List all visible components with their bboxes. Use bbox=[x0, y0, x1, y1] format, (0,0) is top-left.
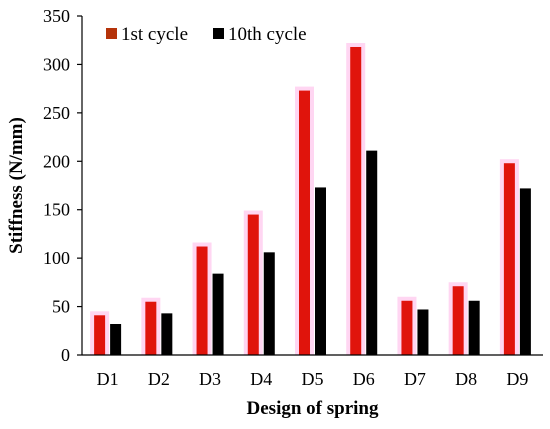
x-tick-label: D1 bbox=[97, 369, 119, 389]
y-tick-label: 150 bbox=[43, 200, 70, 220]
bar-1st-cycle-D1 bbox=[94, 315, 106, 355]
bar-10th-cycle-D1 bbox=[110, 324, 122, 355]
x-tick-label: D4 bbox=[250, 369, 272, 389]
legend-swatch-1st-cycle bbox=[106, 28, 117, 39]
y-tick-label: 100 bbox=[43, 248, 70, 268]
legend-label-10th-cycle: 10th cycle bbox=[228, 24, 307, 45]
x-axis-title: Design of spring bbox=[247, 398, 379, 419]
x-ticks: D1 D2 D3 D4 D5 D6 D7 D8 D9 bbox=[97, 369, 529, 389]
x-tick-label: D7 bbox=[404, 369, 426, 389]
y-tick-label: 350 bbox=[43, 6, 70, 26]
y-tick-label: 300 bbox=[43, 54, 70, 74]
bar-10th-cycle-D9 bbox=[519, 188, 531, 355]
x-tick-label: D2 bbox=[148, 369, 170, 389]
bar-1st-cycle-D3 bbox=[196, 246, 208, 355]
x-tick-label: D8 bbox=[455, 369, 477, 389]
bar-10th-cycle-D3 bbox=[212, 273, 224, 355]
y-ticks: 0 50 100 150 200 250 300 350 bbox=[43, 6, 82, 365]
bar-10th-cycle-D6 bbox=[366, 150, 378, 355]
bar-1st-cycle-D2 bbox=[145, 301, 157, 355]
y-axis-title: Stiffness (N/mm) bbox=[6, 117, 27, 254]
bar-10th-cycle-D8 bbox=[468, 300, 480, 355]
y-tick-label: 0 bbox=[61, 345, 70, 365]
y-tick-label: 250 bbox=[43, 103, 70, 123]
bar-10th-cycle-D5 bbox=[315, 187, 326, 355]
legend: 1st cycle 10th cycle bbox=[106, 24, 307, 45]
bar-1st-cycle-D4 bbox=[247, 214, 259, 355]
y-tick-label: 200 bbox=[43, 151, 70, 171]
legend-label-1st-cycle: 1st cycle bbox=[121, 24, 188, 45]
x-tick-label: D6 bbox=[353, 369, 375, 389]
bar-10th-cycle-D2 bbox=[161, 313, 173, 355]
bar-10th-cycle-D7 bbox=[417, 309, 429, 355]
bar-10th-cycle-D4 bbox=[263, 252, 275, 355]
legend-swatch-10th-cycle bbox=[213, 28, 224, 39]
x-tick-label: D9 bbox=[506, 369, 528, 389]
bars-layer bbox=[94, 46, 531, 355]
bar-1st-cycle-D7 bbox=[401, 300, 413, 355]
bar-1st-cycle-D9 bbox=[503, 163, 515, 355]
y-tick-label: 50 bbox=[52, 297, 70, 317]
bar-1st-cycle-D5 bbox=[299, 90, 310, 355]
x-tick-label: D3 bbox=[199, 369, 221, 389]
bar-1st-cycle-D6 bbox=[350, 46, 362, 355]
bar-1st-cycle-D8 bbox=[452, 286, 464, 355]
x-tick-label: D5 bbox=[302, 369, 324, 389]
